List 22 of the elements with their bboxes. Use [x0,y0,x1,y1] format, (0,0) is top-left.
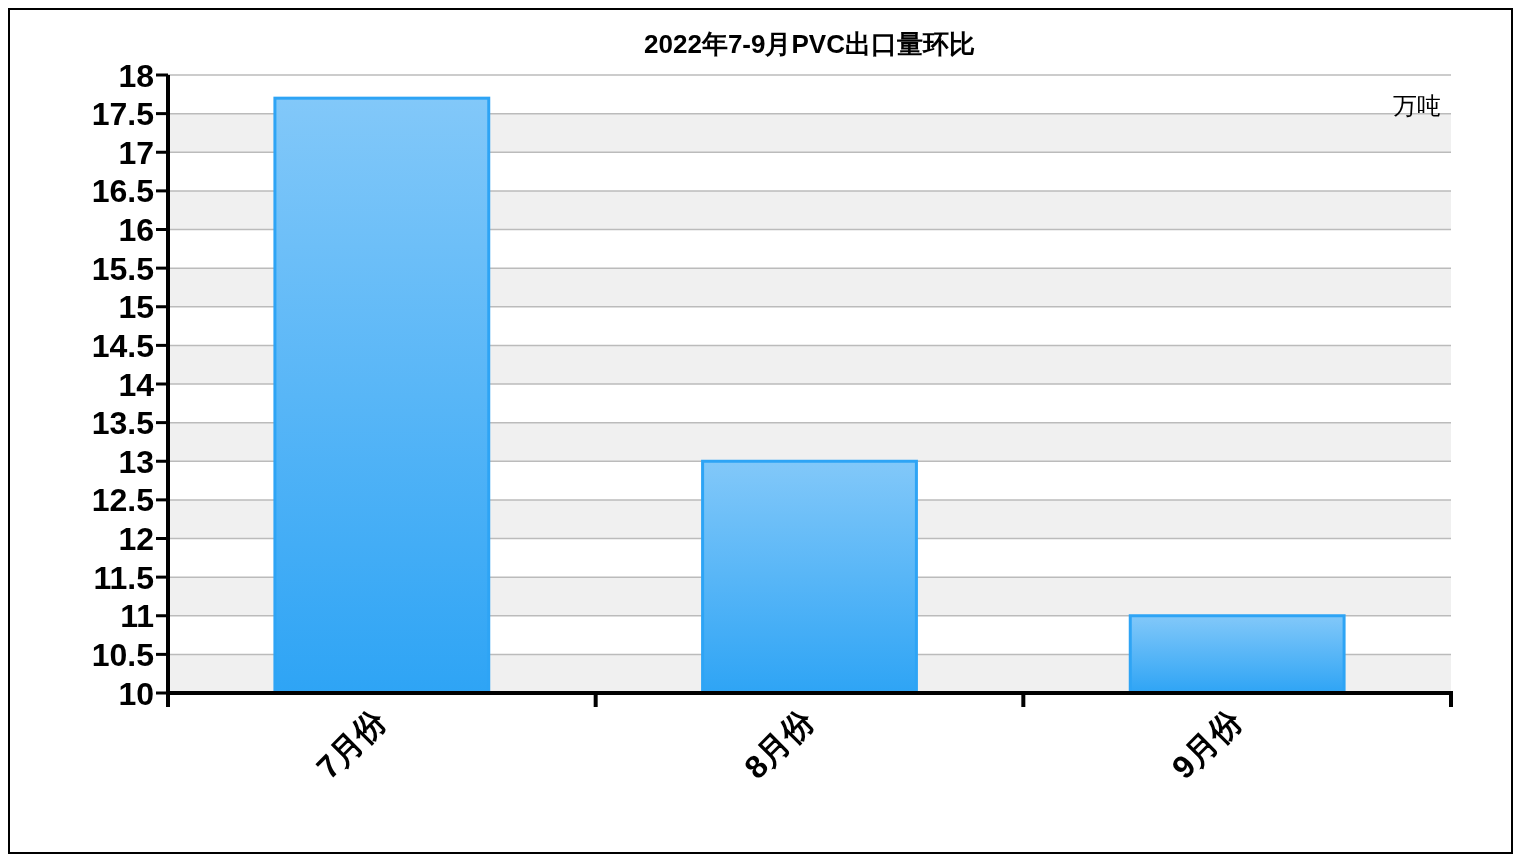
y-tick-label: 15 [118,289,154,326]
y-tick-label: 16 [118,212,154,249]
y-tick-label: 14.5 [91,327,154,364]
y-tick-label: 12 [118,521,154,558]
x-tick-label: 9月份 [1164,701,1249,786]
y-tick-label: 18 [118,57,154,94]
y-tick-label: 10.5 [91,636,154,673]
x-tick-label: 7月份 [309,701,394,786]
y-tick-label: 14 [118,366,155,403]
y-tick-label: 17 [118,134,154,171]
y-axis-title: 万吨 [1393,92,1441,119]
y-tick-label: 17.5 [91,96,154,133]
y-tick-label: 11 [120,598,154,635]
y-tick-label: 10 [118,675,154,712]
y-tick-label: 12.5 [91,482,154,519]
y-tick-label: 15.5 [91,250,154,287]
y-tick-label: 13.5 [91,405,154,442]
y-tick-label: 13 [118,443,154,480]
x-tick-label: 8月份 [737,701,822,786]
y-tick-label: 16.5 [91,173,154,210]
chart-title: 2022年7-9月PVC出口量环比 [644,29,975,59]
y-tick-label: 11.5 [93,559,154,596]
